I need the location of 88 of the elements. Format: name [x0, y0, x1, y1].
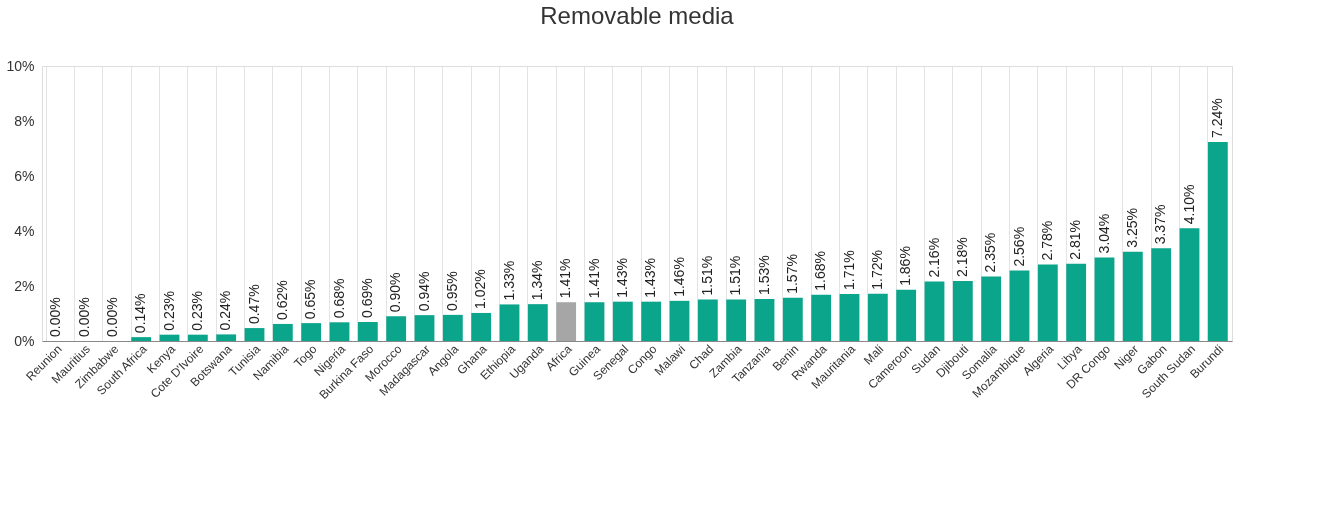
data-label: 0.24%	[217, 290, 234, 331]
bar	[641, 301, 662, 341]
data-label: 1.43%	[613, 257, 630, 298]
data-label: 3.37%	[1152, 204, 1169, 245]
chart-title: Removable media	[540, 2, 735, 29]
data-label: 0.00%	[47, 297, 64, 337]
bar	[527, 304, 548, 341]
y-tick-label: 0%	[14, 332, 35, 349]
bar	[726, 299, 747, 341]
bar	[1037, 264, 1058, 341]
bar	[357, 322, 378, 341]
bar	[499, 304, 520, 341]
data-label: 0.00%	[75, 297, 92, 337]
data-label: 1.68%	[812, 251, 829, 291]
y-tick-label: 6%	[14, 167, 35, 184]
data-label: 0.68%	[330, 278, 347, 319]
y-tick-label: 4%	[14, 222, 35, 239]
bar	[1179, 228, 1200, 341]
bar	[1207, 141, 1228, 341]
bar	[471, 312, 492, 341]
data-label: 1.34%	[528, 260, 545, 301]
bar	[414, 315, 435, 341]
bar	[556, 302, 577, 341]
data-label: 0.00%	[103, 297, 120, 337]
bar	[669, 300, 690, 341]
bar	[301, 323, 322, 341]
data-label: 2.81%	[1067, 220, 1084, 260]
bar	[131, 337, 152, 341]
bar	[1151, 248, 1172, 341]
bar	[612, 301, 633, 341]
y-tick-label: 8%	[14, 112, 35, 129]
bar	[754, 298, 775, 341]
bar	[216, 334, 237, 341]
data-label: 0.23%	[160, 290, 177, 331]
data-label: 1.41%	[585, 258, 602, 299]
data-label: 3.04%	[1095, 213, 1112, 254]
bar	[839, 293, 860, 341]
bar	[244, 328, 265, 341]
data-label: 1.72%	[868, 250, 885, 290]
data-label: 2.78%	[1038, 220, 1055, 261]
bar	[584, 302, 605, 341]
y-tick-label: 10%	[6, 57, 35, 74]
y-tick-label: 2%	[14, 277, 35, 294]
data-label: 1.46%	[670, 257, 687, 297]
bar	[782, 297, 803, 341]
bar	[952, 281, 973, 341]
data-label: 7.24%	[1208, 98, 1225, 138]
data-label: 0.65%	[302, 279, 319, 320]
bar	[1066, 263, 1087, 341]
data-label: 1.02%	[472, 269, 489, 309]
bar	[1122, 251, 1143, 341]
bar	[1009, 270, 1030, 341]
data-label: 1.51%	[727, 255, 744, 296]
data-label: 1.71%	[840, 250, 857, 290]
data-label: 2.56%	[1010, 226, 1027, 267]
data-label: 1.43%	[642, 257, 659, 298]
data-label: 2.16%	[925, 237, 942, 278]
data-label: 0.23%	[188, 290, 205, 331]
data-label: 0.95%	[443, 271, 460, 311]
bar	[187, 334, 208, 341]
bar	[811, 294, 832, 341]
data-label: 1.57%	[783, 254, 800, 294]
data-label: 1.51%	[698, 255, 715, 296]
data-label: 0.94%	[415, 271, 432, 312]
bar	[329, 322, 350, 341]
bar	[924, 281, 945, 341]
data-label: 1.53%	[755, 255, 772, 295]
bar	[1094, 257, 1115, 341]
data-label: 0.62%	[273, 280, 290, 320]
data-label: 0.14%	[132, 293, 149, 334]
bar	[896, 289, 917, 341]
bar	[867, 293, 888, 341]
data-label: 2.35%	[982, 232, 999, 273]
bar	[981, 276, 1002, 341]
data-label: 3.25%	[1123, 207, 1140, 248]
data-label: 0.47%	[245, 284, 262, 325]
data-label: 0.69%	[358, 278, 375, 319]
data-label: 0.90%	[387, 272, 404, 313]
data-label: 1.33%	[500, 260, 517, 301]
bar	[697, 299, 718, 341]
data-label: 2.18%	[953, 237, 970, 278]
data-label: 1.41%	[557, 258, 574, 299]
data-label: 1.86%	[897, 246, 914, 286]
bar	[386, 316, 407, 341]
bar	[272, 323, 293, 341]
data-label: 4.10%	[1180, 184, 1197, 225]
bar	[442, 314, 463, 341]
bar	[159, 334, 180, 341]
